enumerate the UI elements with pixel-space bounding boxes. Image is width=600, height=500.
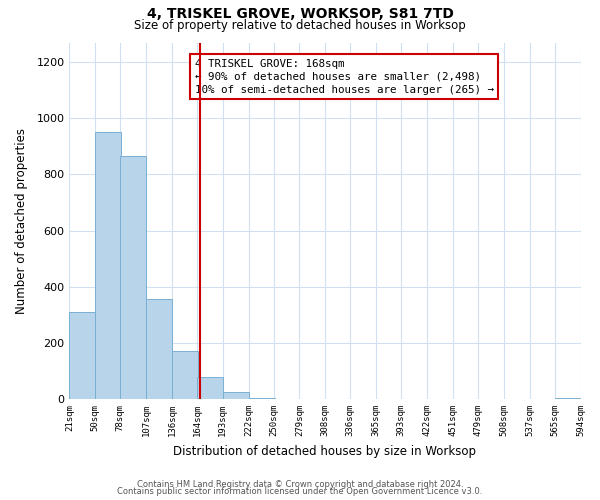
Text: 4 TRISKEL GROVE: 168sqm
← 90% of detached houses are smaller (2,498)
10% of semi: 4 TRISKEL GROVE: 168sqm ← 90% of detache… bbox=[194, 58, 494, 95]
Text: Contains public sector information licensed under the Open Government Licence v3: Contains public sector information licen… bbox=[118, 488, 482, 496]
Bar bbox=[146, 300, 172, 399]
Bar bbox=[223, 392, 248, 399]
Y-axis label: Number of detached properties: Number of detached properties bbox=[15, 128, 28, 314]
Bar bbox=[197, 376, 223, 399]
Bar bbox=[120, 156, 146, 399]
Bar bbox=[95, 132, 121, 399]
Bar bbox=[554, 398, 580, 399]
X-axis label: Distribution of detached houses by size in Worksop: Distribution of detached houses by size … bbox=[173, 444, 476, 458]
Text: Contains HM Land Registry data © Crown copyright and database right 2024.: Contains HM Land Registry data © Crown c… bbox=[137, 480, 463, 489]
Bar bbox=[172, 352, 198, 399]
Text: Size of property relative to detached houses in Worksop: Size of property relative to detached ho… bbox=[134, 18, 466, 32]
Bar bbox=[248, 398, 275, 399]
Bar bbox=[70, 312, 95, 399]
Text: 4, TRISKEL GROVE, WORKSOP, S81 7TD: 4, TRISKEL GROVE, WORKSOP, S81 7TD bbox=[146, 8, 454, 22]
